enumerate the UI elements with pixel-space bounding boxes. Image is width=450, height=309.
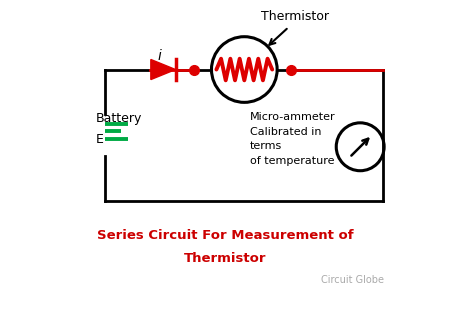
Text: Battery: Battery — [95, 112, 142, 125]
Text: E: E — [95, 133, 104, 146]
Text: Thermistor: Thermistor — [261, 10, 328, 23]
Text: Micro-ammeter
Calibrated in
terms
of temperature: Micro-ammeter Calibrated in terms of tem… — [250, 112, 336, 166]
Text: Circuit Globe: Circuit Globe — [321, 275, 384, 285]
Text: Thermistor: Thermistor — [184, 252, 266, 265]
Text: Series Circuit For Measurement of: Series Circuit For Measurement of — [97, 229, 353, 242]
Text: i: i — [158, 49, 161, 62]
Polygon shape — [151, 59, 176, 79]
